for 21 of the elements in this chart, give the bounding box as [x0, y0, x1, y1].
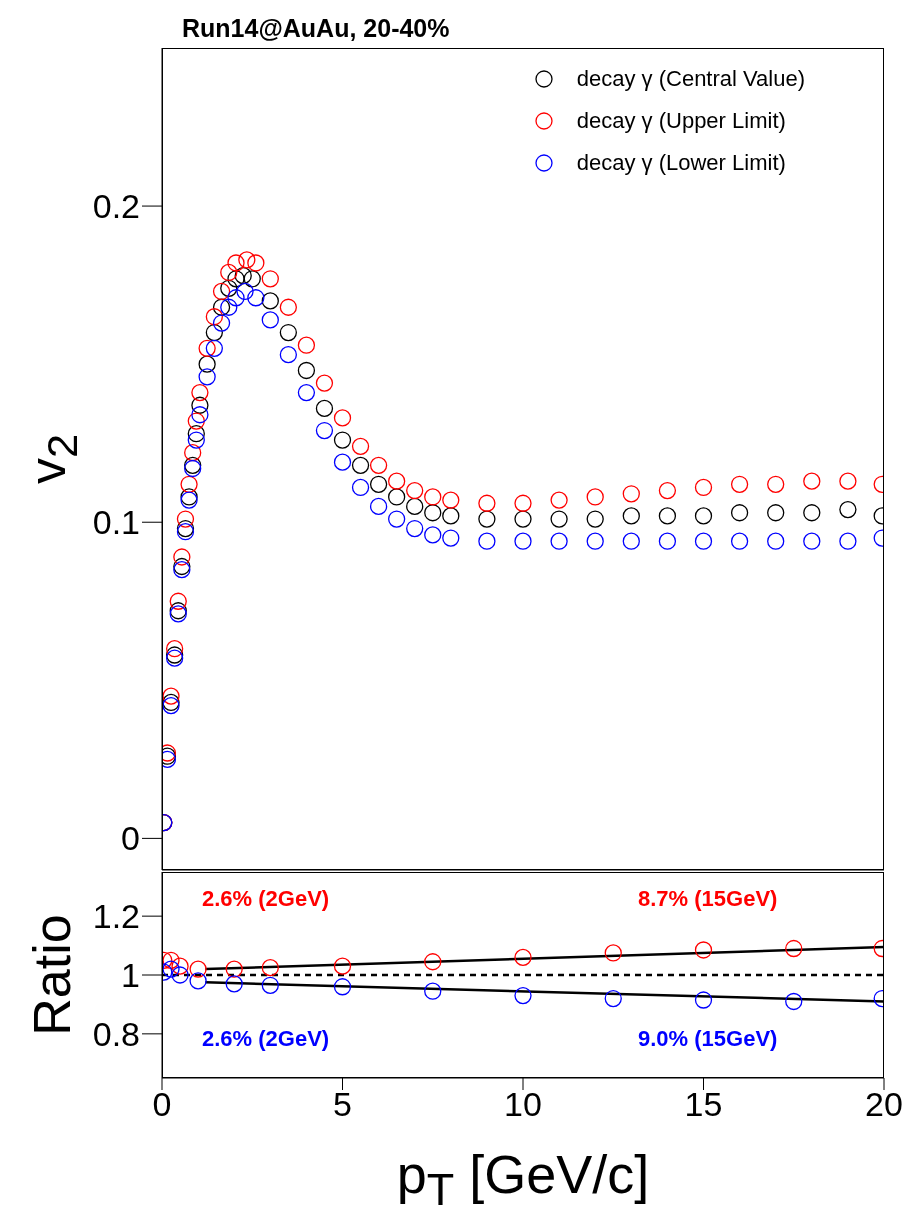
y-tick-label: 0: [121, 819, 140, 858]
x-tick-label: 20: [865, 1085, 903, 1124]
x-tick-label: 5: [333, 1085, 352, 1124]
y-tick-label: 0.8: [92, 1014, 140, 1053]
y-tick-label: 1.2: [92, 897, 140, 936]
y-tick-label: 0.2: [92, 187, 140, 226]
annotation: 9.0% (15GeV): [638, 1026, 778, 1051]
annotation: 2.6% (2GeV): [202, 886, 330, 911]
x-tick-label: 10: [504, 1085, 542, 1124]
y-axis-title: Ratio: [23, 914, 81, 1036]
x-tick-label: 15: [684, 1085, 723, 1124]
legend-label: decay γ (Upper Limit): [576, 108, 786, 134]
legend-label: decay γ (Lower Limit): [576, 150, 786, 176]
x-tick-label: 0: [152, 1085, 172, 1124]
x-axis-title: p$_{T}$ [GeV/c]: [396, 1144, 650, 1215]
chart-title: Run14@AuAu, 20-40%: [182, 14, 450, 42]
annotation: 2.6% (2GeV): [202, 1026, 330, 1051]
y-tick-label: 1: [121, 956, 140, 995]
annotation: 8.7% (15GeV): [638, 886, 778, 911]
y-tick-label: 0.1: [92, 503, 140, 542]
legend-label: decay γ (Central Value): [576, 66, 805, 92]
